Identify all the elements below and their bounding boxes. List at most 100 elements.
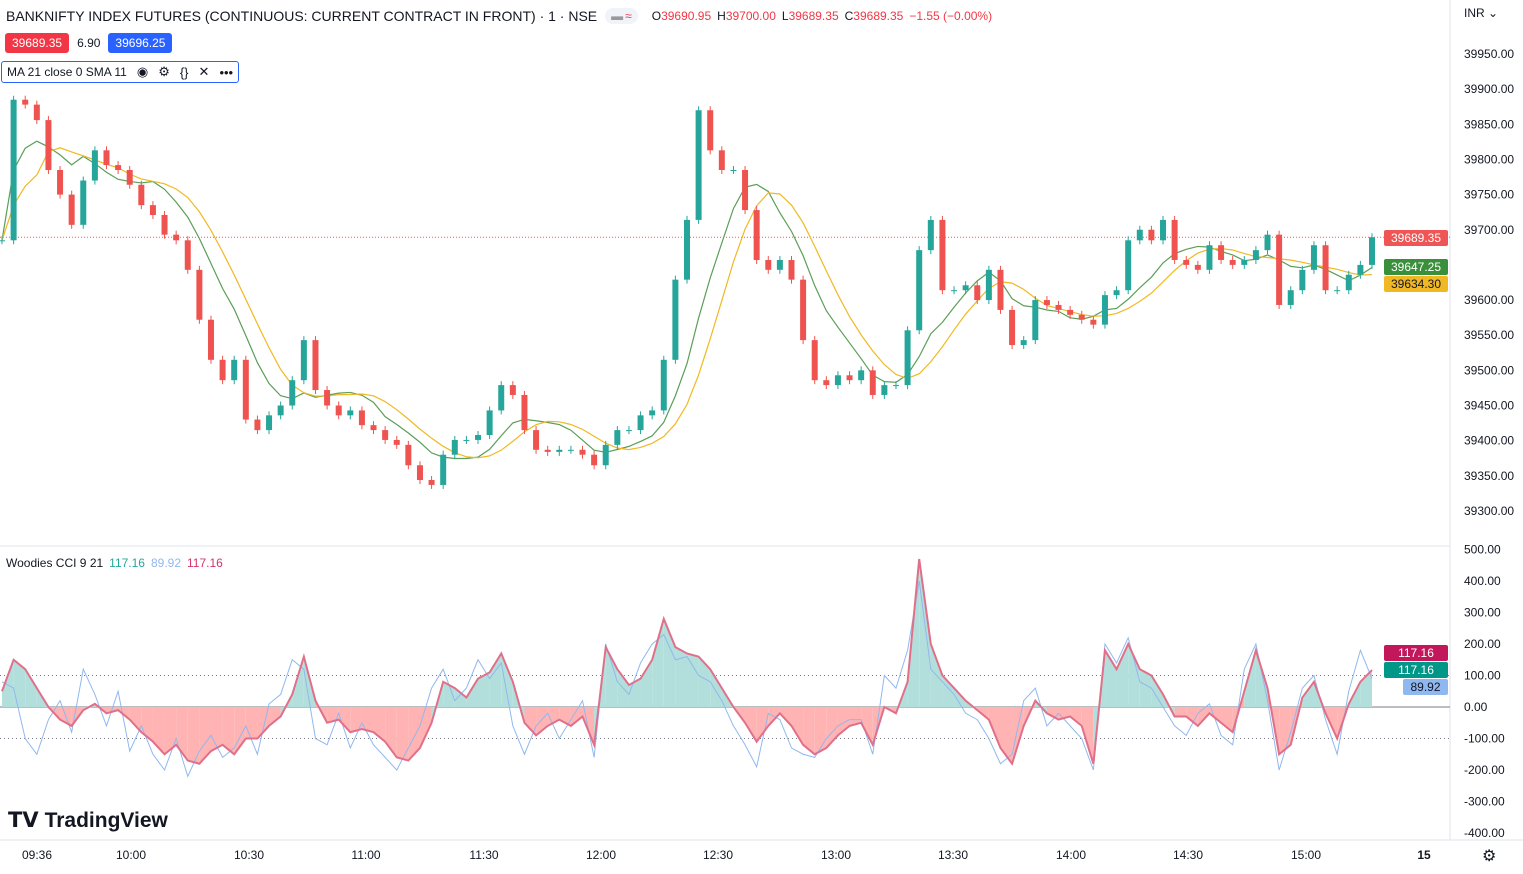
- candle: [347, 410, 354, 416]
- cci-tick-label: 0.00: [1464, 700, 1488, 714]
- cci-histogram-area: [1197, 707, 1210, 726]
- cci-histogram-area: [1116, 644, 1129, 707]
- candle: [1113, 290, 1120, 296]
- price-tick-label: 39900.00: [1464, 82, 1514, 96]
- candle: [335, 405, 342, 416]
- cci-tick-label: 100.00: [1464, 669, 1501, 683]
- cci-histogram-area: [396, 707, 409, 761]
- tradingview-logo[interactable]: 𝗧𝗩 TradingView: [8, 808, 168, 833]
- code-braces-icon[interactable]: {}: [179, 64, 189, 80]
- candle: [1078, 314, 1085, 320]
- candle: [1067, 309, 1074, 315]
- gear-icon[interactable]: ⚙: [158, 64, 170, 79]
- cci-tick-label: 200.00: [1464, 637, 1501, 651]
- candle: [1322, 245, 1329, 291]
- candle: [997, 269, 1004, 310]
- candle: [393, 439, 400, 445]
- cci-histogram-area: [1302, 681, 1314, 707]
- candle: [161, 214, 168, 235]
- symbol-title[interactable]: BANKNIFTY INDEX FUTURES (CONTINUOUS: CUR…: [6, 8, 598, 24]
- time-tick-label: 10:30: [234, 848, 264, 862]
- candle: [823, 380, 830, 386]
- currency-selector[interactable]: INR ⌄: [1464, 6, 1499, 20]
- cci-histogram-area: [652, 618, 664, 707]
- candle: [300, 340, 307, 381]
- candle: [1252, 250, 1259, 260]
- cci-legend-label: Woodies CCI 9 21: [6, 556, 104, 570]
- cci-histogram-area: [779, 707, 792, 726]
- candle: [1032, 300, 1039, 341]
- candle: [765, 259, 772, 270]
- cci-histogram-area: [547, 707, 560, 726]
- candle: [33, 104, 40, 121]
- cci-histogram-area: [478, 672, 490, 707]
- candle: [1229, 259, 1236, 265]
- cci-histogram-area: [698, 656, 711, 707]
- candle: [1345, 274, 1352, 291]
- buy-button[interactable]: 39696.25: [108, 33, 173, 53]
- cci-histogram-area: [1174, 707, 1187, 717]
- cci-histogram-area: [1139, 669, 1152, 707]
- candle: [266, 415, 273, 431]
- candle: [475, 435, 482, 440]
- candle: [707, 110, 714, 151]
- cci-histogram-area: [443, 681, 455, 707]
- more-icon[interactable]: •••: [219, 64, 234, 80]
- price-tick-label: 39600.00: [1464, 293, 1514, 307]
- close-icon[interactable]: ✕: [198, 64, 210, 79]
- candle: [602, 444, 609, 466]
- candle: [951, 290, 958, 292]
- candle: [916, 250, 923, 331]
- candle: [196, 269, 203, 320]
- cci-histogram-area: [13, 659, 26, 707]
- cci-tick-label: -200.00: [1464, 763, 1505, 777]
- candle: [649, 410, 656, 416]
- cci-tick-label: 300.00: [1464, 606, 1501, 620]
- cci-legend[interactable]: Woodies CCI 9 21 117.16 89.92 117.16: [6, 556, 223, 570]
- candle: [149, 205, 156, 215]
- candle: [672, 279, 679, 360]
- candle: [440, 454, 447, 485]
- cci-value: 117.16: [109, 556, 145, 570]
- time-tick-label: 14:30: [1173, 848, 1203, 862]
- price-tick-label: 39950.00: [1464, 47, 1514, 61]
- last-price-tag: 39689.35: [1384, 230, 1448, 246]
- cci-histogram-area: [373, 707, 386, 742]
- price-tick-label: 39850.00: [1464, 117, 1514, 131]
- time-tick-label: 15:00: [1291, 848, 1321, 862]
- candle: [927, 219, 934, 251]
- cci-histogram-area: [954, 688, 966, 707]
- cci-histogram-area: [861, 707, 873, 745]
- candle: [254, 419, 261, 431]
- indicator-toggle-pill[interactable]: ▬ ≈: [605, 8, 638, 24]
- candle: [22, 99, 29, 105]
- cci-histogram-area: [2, 659, 14, 707]
- cci-histogram-area: [1128, 644, 1140, 707]
- cci-histogram-area: [942, 675, 955, 707]
- sell-button[interactable]: 39689.35: [5, 33, 70, 53]
- candle: [68, 194, 75, 225]
- ma-smooth-line: [1, 147, 1373, 459]
- cci-histogram-area: [350, 707, 362, 733]
- eye-icon[interactable]: ◉: [136, 64, 149, 79]
- ma-legend[interactable]: MA 21 close 0 SMA 11 ◉ ⚙ {} ✕ •••: [1, 61, 240, 83]
- candle: [277, 405, 284, 416]
- time-tick-label: 11:30: [469, 848, 498, 862]
- candle: [10, 99, 17, 241]
- candle: [1148, 229, 1155, 241]
- candle: [637, 415, 644, 431]
- candle: [1009, 309, 1016, 346]
- candle: [1020, 340, 1027, 346]
- price-tick-label: 39300.00: [1464, 504, 1514, 518]
- candle: [846, 375, 853, 381]
- turbo-tag: 89.92: [1403, 679, 1448, 695]
- cci-histogram-area: [338, 707, 351, 733]
- cci-histogram-area: [756, 707, 769, 742]
- candle: [1310, 245, 1317, 270]
- candle: [115, 165, 122, 170]
- chart-settings-icon[interactable]: ⚙: [1482, 848, 1497, 865]
- cci-line: [1, 558, 1373, 766]
- candle: [1369, 237, 1375, 265]
- candle: [1055, 304, 1062, 310]
